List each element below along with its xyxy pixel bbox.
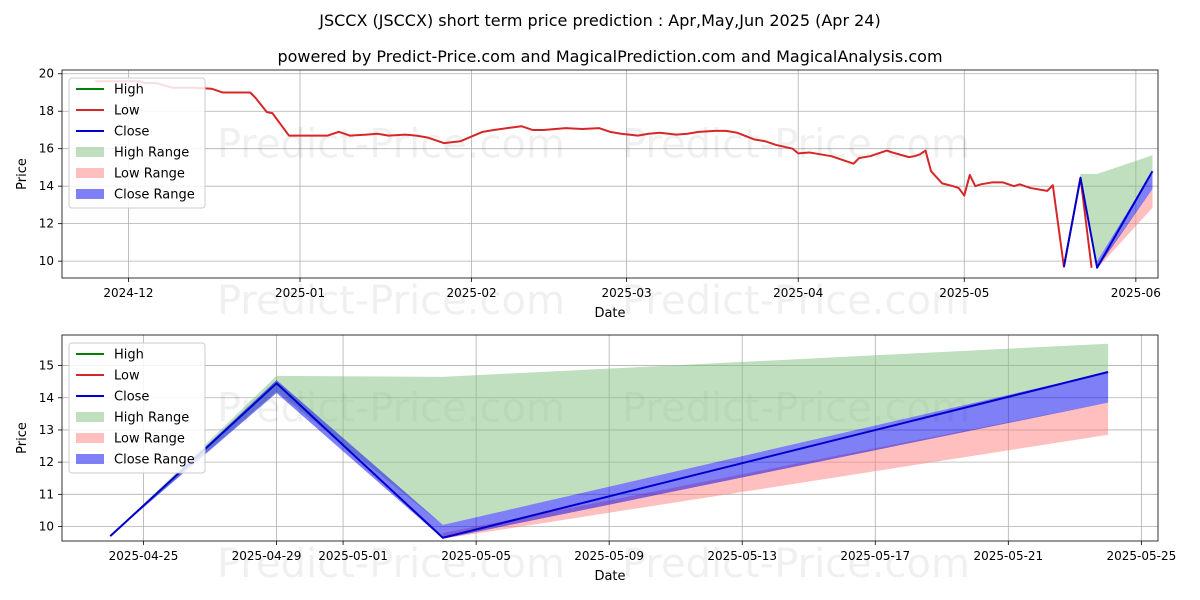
high-range-area (1080, 155, 1153, 262)
y-tick-label: 11 (39, 487, 54, 501)
legend-label: Low (114, 104, 140, 119)
legend-swatch-close_range (76, 189, 104, 199)
y-tick-label: 15 (39, 359, 54, 373)
x-tick-label: 2025-04-29 (232, 549, 302, 563)
high-range-area (110, 343, 1109, 537)
x-tick-label: 2025-05-09 (574, 549, 644, 563)
watermark-text: Predict-Price.com (622, 121, 970, 167)
legend-swatch-low_range (76, 168, 104, 178)
watermark-text: Predict-Price.com (217, 541, 565, 587)
plot-area (109, 343, 1109, 539)
legend-swatch-close_range (76, 454, 104, 464)
x-tick-label: 2025-05-05 (441, 549, 511, 563)
y-tick-label: 14 (39, 179, 54, 193)
x-tick-label: 2025-06 (1111, 286, 1161, 300)
x-tick-label: 2025-05-21 (973, 549, 1043, 563)
legend-label: Close (114, 125, 149, 140)
legend-swatch-high_range (76, 412, 104, 422)
legend-label: Low Range (114, 432, 185, 447)
legend-label: Low Range (114, 167, 185, 182)
y-axis-label: Price (15, 158, 30, 190)
y-tick-label: 20 (39, 67, 54, 81)
legend-label: High Range (114, 411, 189, 426)
legend-swatch-high_range (76, 147, 104, 157)
watermark-text: Predict-Price.com (622, 541, 970, 587)
y-tick-label: 12 (39, 455, 54, 469)
x-axis-label: Date (594, 306, 625, 321)
y-tick-label: 13 (39, 423, 54, 437)
top-panel: 2024-12 2025-01 2025-02 2025-03 2025-04 2025-… (15, 67, 1161, 324)
legend-label: Close Range (114, 188, 195, 203)
legend-label: Low (114, 369, 140, 384)
low-series-line (95, 80, 1093, 268)
close-series-line (1062, 170, 1154, 269)
bottom-panel: 2025-04-25 2025-04-29 2025-05-01 2025-05-05… (15, 334, 1176, 587)
chart-subtitle: powered by Predict-Price.com and Magical… (277, 47, 942, 66)
x-tick-label: 2024-12 (103, 286, 153, 300)
x-tick-label: 2025-04-25 (109, 549, 179, 563)
x-tick-label: 2025-05-17 (840, 549, 910, 563)
y-tick-label: 18 (39, 104, 54, 118)
y-tick-label: 16 (39, 142, 54, 156)
chart-title: JSCCX (JSCCX) short term price predictio… (318, 11, 880, 30)
legend-label: Close Range (114, 453, 195, 468)
legend-label: Close (114, 390, 149, 405)
x-tick-label: 2025-01 (275, 286, 325, 300)
y-axis-label: Price (15, 422, 30, 454)
x-tick-label: 2025-02 (447, 286, 497, 300)
y-tick-label: 14 (39, 391, 54, 405)
legend-label: High (114, 348, 144, 363)
x-axis-label: Date (594, 569, 625, 584)
x-tick-label: 2025-03 (602, 286, 652, 300)
plot-frame (61, 334, 1159, 542)
watermark-text: Predict-Price.com (622, 278, 970, 324)
x-tick-label: 2025-05-01 (318, 549, 388, 563)
x-tick-label: 2025-05 (939, 286, 989, 300)
legend-label: High Range (114, 146, 189, 161)
plot-area (95, 80, 1154, 269)
x-tick-label: 2025-05-25 (1106, 549, 1176, 563)
y-tick-label: 12 (39, 217, 54, 231)
y-tick-label: 10 (39, 254, 54, 268)
y-tick-label: 10 (39, 520, 54, 534)
legend-label: High (114, 83, 144, 98)
x-tick-label: 2025-04 (773, 286, 823, 300)
watermark-text: Predict-Price.com (217, 278, 565, 324)
legend-swatch-low_range (76, 433, 104, 443)
plot-frame (61, 69, 1159, 279)
x-tick-label: 2025-05-13 (707, 549, 777, 563)
